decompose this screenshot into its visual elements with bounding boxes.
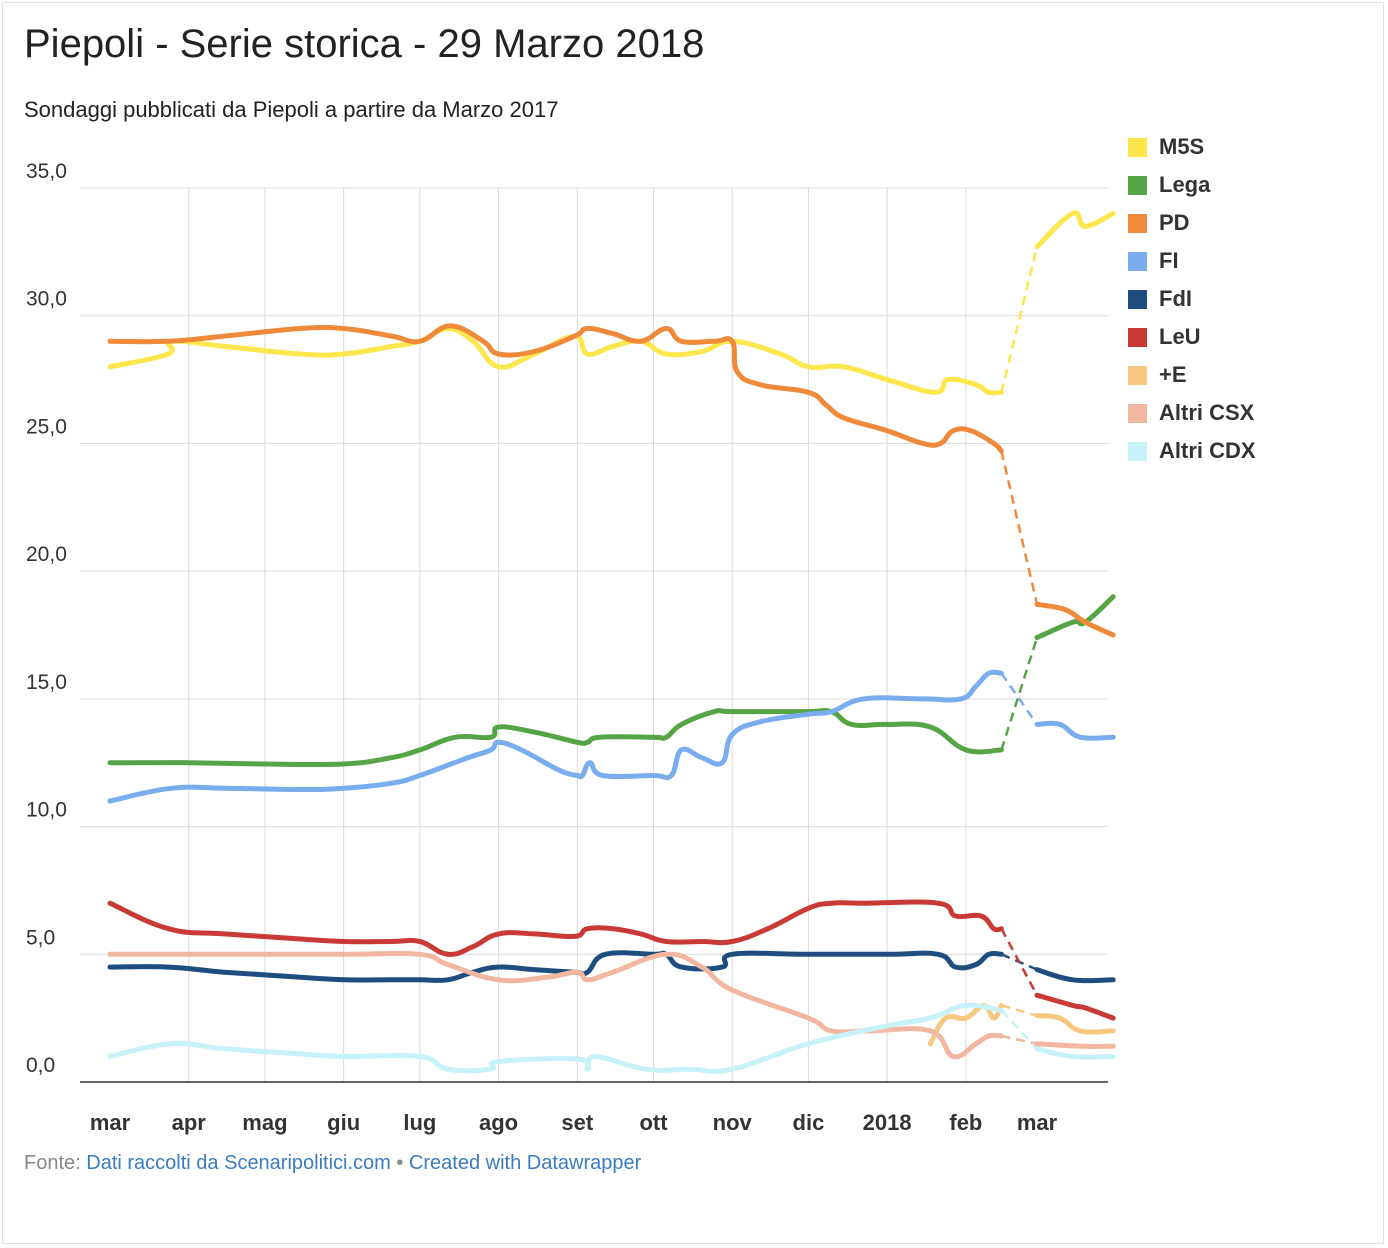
x-tick-label: dic (793, 1110, 825, 1135)
series-gap-fi (1000, 672, 1039, 726)
series-line-altri-csx-2018 (1034, 1041, 1116, 1049)
legend-label: +E (1159, 362, 1187, 387)
y-axis-labels: 0,0 5,0 10,0 15,0 20,0 25,0 30,0 35,0 (26, 160, 67, 1077)
legend-swatch (1128, 137, 1147, 157)
legend-swatch (1128, 251, 1147, 271)
series-gap-m5s (1000, 246, 1039, 393)
footer-separator: • (390, 1152, 409, 1174)
x-tick-label: lug (403, 1110, 436, 1135)
x-tick-label: mar (90, 1110, 131, 1135)
y-tick-label: 15,0 (26, 671, 67, 694)
footer-prefix: Fonte: (24, 1152, 87, 1174)
y-tick-label: 35,0 (26, 160, 67, 183)
series-line-leu (107, 899, 1004, 957)
y-tick-label: 5,0 (26, 926, 55, 949)
legend-label: Altri CDX (1159, 438, 1256, 463)
series-line-m5s-2018 (1034, 210, 1116, 250)
legend-item-e: +E (1128, 356, 1256, 394)
series-line-fi (107, 669, 1004, 804)
x-tick-label: giu (327, 1110, 360, 1135)
series-lines (107, 210, 1116, 1074)
legend-swatch (1128, 289, 1147, 309)
series-line-fi-2018 (1034, 720, 1116, 741)
legend-label: Altri CSX (1159, 400, 1255, 425)
y-tick-label: 0,0 (26, 1054, 55, 1077)
legend-label: M5S (1159, 134, 1205, 159)
legend: M5S Lega PD FI FdI LeU +E Altri CSX Altri CDX (1128, 128, 1256, 470)
legend-label: FI (1159, 248, 1179, 273)
legend-item-pd: PD (1128, 204, 1256, 242)
series-line-altri-cdx (107, 1002, 1004, 1074)
x-tick-label: 2018 (863, 1110, 912, 1135)
x-tick-label: set (561, 1110, 593, 1135)
series-line-pd (107, 323, 1004, 454)
y-tick-label: 25,0 (26, 415, 67, 438)
series-line-pd-2018 (1034, 601, 1116, 638)
legend-item-m5s: M5S (1128, 128, 1256, 166)
footer: Fonte: Dati raccolti da Scenaripolitici.… (24, 1152, 641, 1175)
series-line-altri-csx (107, 950, 1004, 1060)
series-line-leu-2018 (1034, 992, 1116, 1021)
legend-label: PD (1159, 210, 1190, 235)
x-tick-label: mag (242, 1110, 287, 1135)
legend-item-leu: LeU (1128, 318, 1256, 356)
x-tick-label: ago (479, 1110, 518, 1135)
x-tick-label: nov (713, 1110, 753, 1135)
series-gap-leu (1000, 928, 1039, 996)
legend-label: LeU (1159, 324, 1201, 349)
legend-item-fdi: FdI (1128, 280, 1256, 318)
legend-swatch (1128, 441, 1147, 461)
series-line-e-2018 (1034, 1013, 1116, 1035)
series-gap-altri-csx (1001, 1034, 1038, 1045)
series-gap-pd (1000, 450, 1039, 605)
x-tick-label: feb (949, 1110, 982, 1135)
legend-swatch (1128, 327, 1147, 347)
series-gap-altri-cdx (1000, 1009, 1038, 1050)
legend-item-fi: FI (1128, 242, 1256, 280)
series-gap-e (1001, 1004, 1038, 1017)
legend-label: Lega (1159, 172, 1211, 197)
legend-swatch (1128, 365, 1147, 385)
series-line-lega (107, 708, 1004, 768)
y-tick-label: 10,0 (26, 799, 67, 822)
chart-subtitle: Sondaggi pubblicati da Piepoli a partire… (24, 97, 559, 122)
source-link[interactable]: Dati raccolti da Scenaripolitici.com (86, 1152, 391, 1174)
series-line-fdi (107, 950, 1004, 984)
x-tick-label: ott (639, 1110, 668, 1135)
legend-swatch (1128, 175, 1147, 195)
series-line-e (927, 1002, 1004, 1047)
series-line-fdi-2018 (1034, 967, 1116, 984)
datawrapper-link[interactable]: Created with Datawrapper (408, 1152, 642, 1174)
chart-title: Piepoli - Serie storica - 29 Marzo 2018 (24, 22, 705, 66)
grid (80, 187, 1108, 1083)
series-line-altri-cdx-2018 (1034, 1046, 1116, 1060)
legend-item-altri-csx: Altri CSX (1128, 394, 1256, 432)
legend-item-altri-cdx: Altri CDX (1128, 432, 1256, 470)
x-tick-label: apr (172, 1110, 207, 1135)
legend-swatch (1128, 403, 1147, 423)
series-gap-lega (1000, 637, 1039, 751)
legend-label: FdI (1159, 286, 1192, 311)
y-tick-label: 30,0 (26, 288, 67, 311)
y-tick-label: 20,0 (26, 543, 67, 566)
legend-item-lega: Lega (1128, 166, 1256, 204)
x-axis-labels: mar apr mag giu lug ago set ott nov dic 2018 feb mar (90, 1110, 1058, 1135)
series-line-lega-2018 (1034, 594, 1116, 641)
x-tick-label: mar (1017, 1110, 1058, 1135)
legend-swatch (1128, 213, 1147, 233)
series-line-m5s (107, 326, 1004, 396)
